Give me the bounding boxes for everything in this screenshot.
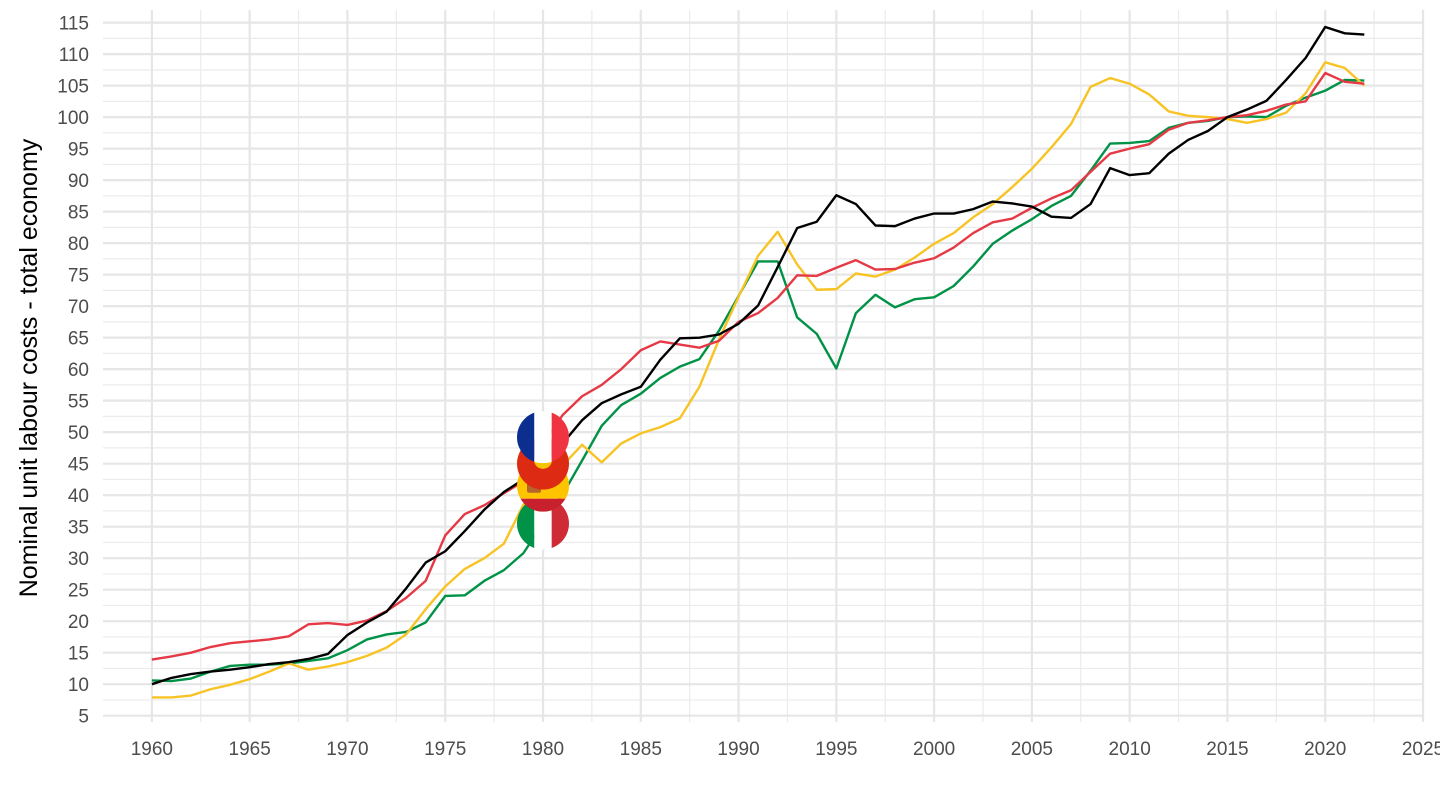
y-tick-label: 105 (57, 77, 89, 98)
x-tick-label: 1980 (522, 739, 564, 760)
x-axis-tick-labels: 1960 1965 1970 1975 1980 1985 1990 1995 2000 2005… (131, 739, 1440, 760)
y-tick-label: 95 (68, 140, 89, 161)
y-tick-label: 50 (68, 423, 89, 444)
y-tick-label: 85 (68, 203, 89, 224)
x-tick-label: 1960 (131, 739, 173, 760)
x-tick-label: 1965 (229, 739, 271, 760)
series-line-italy (151, 78, 1365, 683)
major-gridlines (103, 10, 1425, 722)
x-tick-label: 1970 (326, 739, 368, 760)
y-tick-label: 60 (68, 360, 89, 381)
y-axis-title: Nominal unit labour costs - total econom… (15, 138, 43, 597)
y-axis-tick-labels: 5 10 15 20 25 30 35 40 45 50 55 60 65 70 75 80 85 90 95 100… (57, 14, 89, 728)
x-tick-label: 2000 (913, 739, 955, 760)
series-line-spain (151, 61, 1366, 699)
y-tick-label: 115 (59, 14, 89, 35)
x-tick-label: 1995 (815, 739, 857, 760)
x-tick-label: 2015 (1206, 739, 1248, 760)
y-tick-label: 30 (68, 549, 89, 570)
y-tick-label: 25 (68, 581, 89, 602)
y-tick-label: 55 (68, 392, 89, 413)
y-tick-label: 5 (78, 707, 89, 728)
x-tick-label: 2010 (1109, 739, 1151, 760)
flag-markers (517, 411, 569, 550)
y-tick-label: 110 (59, 45, 89, 66)
flag-fr-red (551, 411, 569, 464)
flag-fr-blue (517, 411, 535, 464)
x-tick-label: 1975 (424, 739, 466, 760)
series-line-germany (151, 25, 1365, 686)
y-tick-label: 70 (68, 297, 89, 318)
y-tick-label: 65 (68, 329, 89, 350)
y-tick-label: 45 (68, 455, 89, 476)
x-tick-label: 1990 (717, 739, 759, 760)
y-tick-label: 40 (68, 486, 89, 507)
y-tick-label: 100 (57, 108, 89, 129)
series-lines (151, 25, 1366, 699)
flag-it-red (551, 497, 569, 550)
series-line-france (151, 71, 1365, 661)
x-tick-label: 2020 (1304, 739, 1346, 760)
flag-it-green (517, 497, 535, 550)
y-tick-label: 10 (68, 675, 89, 696)
y-tick-label: 35 (68, 518, 89, 539)
y-tick-label: 20 (68, 612, 89, 633)
y-tick-label: 15 (68, 644, 89, 665)
y-tick-label: 90 (68, 171, 89, 192)
x-tick-label: 2025 (1402, 739, 1440, 760)
minor-gridlines (103, 10, 1423, 722)
y-tick-label: 75 (68, 266, 89, 287)
flag-fr-white (534, 411, 552, 464)
x-tick-label: 1985 (620, 739, 662, 760)
flag-icon-france (517, 411, 569, 464)
y-tick-label: 80 (68, 234, 89, 255)
x-tick-label: 2005 (1011, 739, 1053, 760)
